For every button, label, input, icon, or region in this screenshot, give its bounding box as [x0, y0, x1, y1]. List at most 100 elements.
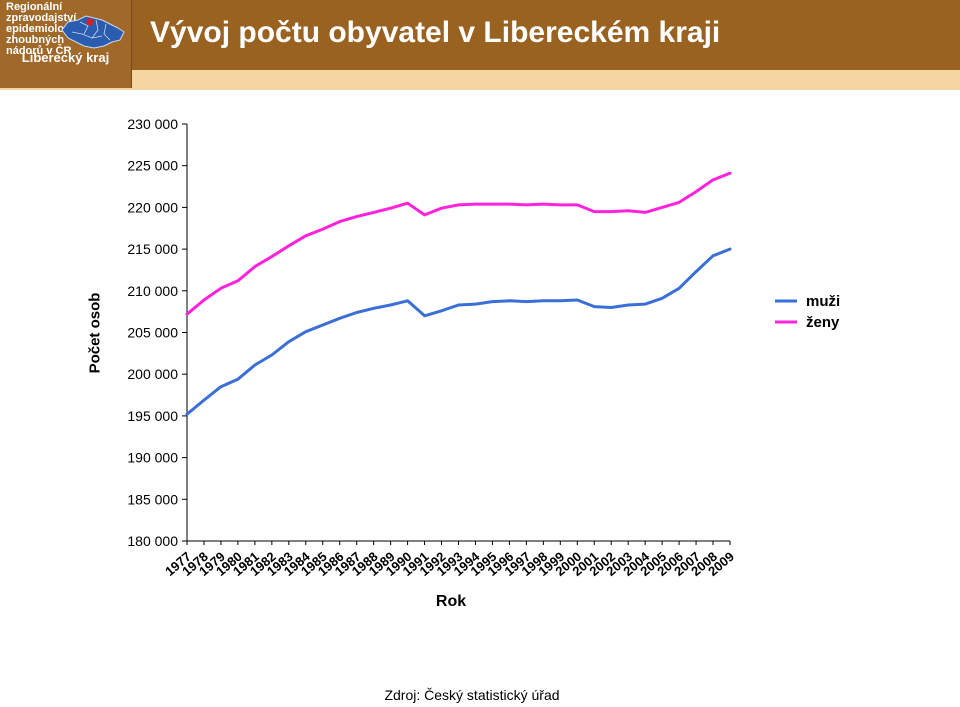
data-point	[576, 298, 579, 302]
legend-label: ženy	[806, 314, 840, 331]
chart-legend: muži ženy	[775, 293, 840, 331]
logo-line: nádorů v ČR	[6, 45, 72, 57]
data-point	[474, 302, 477, 306]
y-tick-label: 215 000	[127, 241, 178, 257]
data-point	[287, 340, 291, 343]
data-point	[677, 201, 681, 204]
data-point	[406, 299, 409, 303]
chart-axes	[186, 124, 730, 542]
data-point	[610, 210, 613, 213]
data-point	[491, 202, 494, 206]
data-point	[406, 202, 409, 205]
data-point	[287, 244, 291, 247]
data-point	[457, 303, 460, 307]
y-tick-label: 230 000	[127, 116, 178, 132]
y-tick-label: 195 000	[127, 408, 178, 424]
y-tick-label: 185 000	[127, 491, 178, 507]
page-title: Vývoj počtu obyvatel v Libereckém kraji	[150, 16, 721, 49]
chart-series	[185, 171, 732, 416]
data-point	[236, 279, 240, 282]
data-point	[321, 323, 324, 327]
data-point	[355, 311, 358, 314]
data-point	[219, 287, 223, 290]
x-axis-label: Rok	[435, 593, 467, 610]
logo-text: Regionální zpravodajství epidemiologie z…	[6, 2, 130, 57]
series-line	[185, 171, 732, 316]
data-point	[185, 312, 189, 316]
data-point	[728, 172, 732, 175]
data-point	[202, 298, 206, 302]
data-point	[610, 306, 613, 309]
data-point	[338, 317, 341, 320]
header-bar: Regionální zpravodajství epidemiologie z…	[0, 0, 960, 90]
data-point	[694, 190, 698, 193]
y-tick-label: 210 000	[127, 283, 178, 299]
data-point	[372, 211, 375, 214]
data-point	[304, 330, 307, 333]
x-axis-ticks: 1977197819791980198119821983198419851986…	[162, 541, 737, 579]
data-point	[253, 265, 257, 268]
data-point	[728, 247, 732, 251]
logo: Regionální zpravodajství epidemiologie z…	[0, 0, 132, 88]
data-point	[202, 398, 206, 402]
data-point	[694, 270, 698, 273]
title-band	[131, 0, 960, 70]
czech-map-icon	[61, 15, 125, 49]
data-point	[677, 287, 681, 290]
data-point	[508, 202, 511, 206]
data-point	[643, 211, 647, 214]
legend-label: muži	[806, 293, 840, 310]
data-point	[525, 203, 528, 207]
y-tick-label: 220 000	[127, 199, 178, 215]
data-point	[236, 378, 240, 381]
data-point	[423, 213, 426, 217]
data-point	[626, 209, 630, 212]
data-point	[219, 385, 223, 388]
data-point	[626, 303, 630, 307]
data-point	[338, 220, 341, 223]
y-tick-label: 200 000	[127, 366, 178, 382]
logo-line: zhoubných	[6, 34, 65, 46]
data-point	[660, 297, 664, 300]
logo-line: epidemiologie	[6, 23, 80, 35]
data-point	[711, 254, 715, 257]
data-point	[304, 234, 307, 237]
data-point	[711, 178, 715, 182]
source-note: Zdroj: Český statistický úřad	[384, 687, 560, 703]
logo-region: Liberecký kraj	[21, 50, 110, 65]
data-point	[593, 210, 596, 213]
data-point	[372, 307, 375, 310]
data-point	[576, 203, 579, 207]
y-axis-label: Počet osob	[86, 292, 104, 374]
data-point	[474, 202, 477, 206]
data-point	[491, 300, 494, 303]
data-point	[355, 215, 358, 218]
data-point	[643, 302, 647, 306]
data-point	[270, 255, 274, 258]
y-tick-label: 180 000	[127, 533, 178, 549]
data-point	[423, 314, 426, 318]
data-point	[440, 207, 443, 210]
y-tick-label: 190 000	[127, 450, 178, 466]
data-point	[321, 227, 324, 231]
data-point	[389, 303, 392, 307]
data-point	[542, 299, 545, 303]
data-point	[508, 299, 511, 303]
data-point	[660, 206, 664, 209]
data-point	[542, 202, 545, 206]
data-point	[270, 353, 274, 357]
data-point	[525, 300, 528, 303]
data-point	[559, 299, 562, 303]
series-line	[185, 247, 732, 416]
data-point	[559, 203, 562, 207]
y-axis-ticks: 180 000 185 000 190 000 195 000 200 000 205 0…	[127, 116, 187, 549]
y-tick-label: 225 000	[127, 158, 178, 174]
data-point	[389, 207, 392, 210]
logo-line: Regionální zpravodajství	[6, 1, 77, 24]
data-point	[440, 309, 443, 313]
data-point	[253, 363, 257, 367]
y-tick-label: 205 000	[127, 325, 178, 341]
data-point	[185, 413, 189, 416]
data-point	[457, 203, 460, 207]
